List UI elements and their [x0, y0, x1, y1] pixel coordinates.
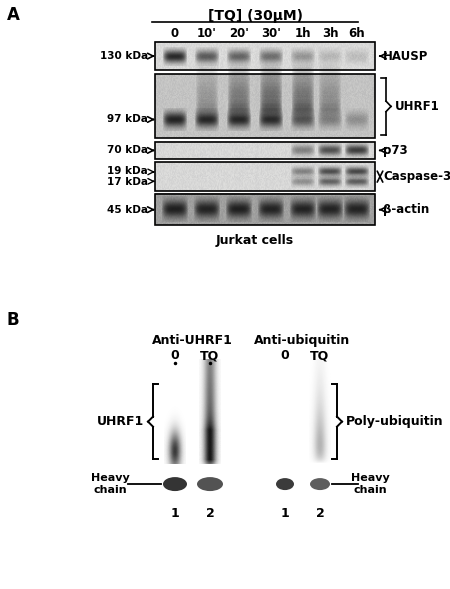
- Text: Poly-ubiquitin: Poly-ubiquitin: [346, 415, 444, 428]
- Text: HAUSP: HAUSP: [383, 49, 428, 62]
- Text: 1: 1: [281, 507, 289, 520]
- Text: [TQ] (30μM): [TQ] (30μM): [207, 9, 302, 24]
- Text: Anti-UHRF1: Anti-UHRF1: [152, 334, 233, 347]
- Text: Heavy
chain: Heavy chain: [351, 474, 389, 495]
- Text: 10': 10': [197, 27, 217, 40]
- Bar: [155, 163, 375, 191]
- Text: 0: 0: [281, 349, 289, 362]
- Text: TQ: TQ: [310, 349, 329, 362]
- Text: TQ: TQ: [200, 349, 220, 362]
- Text: UHRF1: UHRF1: [97, 415, 144, 428]
- Ellipse shape: [276, 478, 294, 490]
- Bar: [155, 42, 375, 70]
- Text: 30': 30': [261, 27, 281, 40]
- Ellipse shape: [310, 478, 330, 490]
- Text: 20': 20': [229, 27, 249, 40]
- Text: Anti-ubiquitin: Anti-ubiquitin: [254, 334, 351, 347]
- Text: 0: 0: [171, 349, 180, 362]
- Text: A: A: [7, 6, 20, 24]
- Text: Heavy
chain: Heavy chain: [90, 474, 130, 495]
- Text: β-actin: β-actin: [383, 203, 429, 216]
- Text: Caspase-3: Caspase-3: [383, 170, 450, 183]
- Text: p73: p73: [383, 144, 408, 157]
- Text: 6h: 6h: [349, 27, 365, 40]
- Text: UHRF1: UHRF1: [395, 100, 440, 113]
- Text: 45 kDa: 45 kDa: [107, 204, 148, 214]
- Text: 130 kDa: 130 kDa: [100, 51, 148, 61]
- Text: Jurkat cells: Jurkat cells: [216, 234, 294, 247]
- Bar: [155, 74, 375, 138]
- Text: B: B: [7, 311, 20, 329]
- Bar: [155, 194, 375, 226]
- Text: 97 kDa: 97 kDa: [107, 114, 148, 124]
- Text: 2: 2: [206, 507, 214, 520]
- Text: 3h: 3h: [322, 27, 338, 40]
- Text: 1: 1: [171, 507, 180, 520]
- Ellipse shape: [197, 477, 223, 491]
- Text: 19 kDa: 19 kDa: [107, 166, 148, 176]
- Bar: [155, 141, 375, 160]
- Text: 17 kDa: 17 kDa: [107, 177, 148, 187]
- Text: 1h: 1h: [295, 27, 311, 40]
- Ellipse shape: [163, 477, 187, 491]
- Text: 2: 2: [315, 507, 324, 520]
- Text: 70 kDa: 70 kDa: [107, 145, 148, 155]
- Text: 0: 0: [171, 27, 179, 40]
